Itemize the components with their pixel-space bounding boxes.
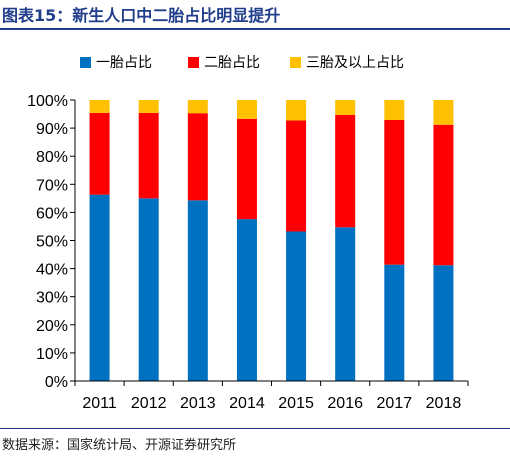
x-tick-label: 2016 — [327, 395, 363, 412]
y-tick-label: 60% — [36, 205, 68, 222]
bar-2017-series-2 — [384, 100, 405, 120]
source-note: 数据来源：国家统计局、开源证券研究所 — [2, 438, 237, 453]
bar-2018-series-0 — [433, 265, 454, 381]
bar-2017-series-1 — [384, 119, 405, 265]
bar-2018-series-1 — [433, 124, 454, 266]
legend-swatch-2 — [290, 57, 301, 68]
bar-2016-series-1 — [335, 114, 356, 228]
y-tick-label: 20% — [36, 318, 68, 335]
x-tick-label: 2017 — [377, 395, 413, 412]
source-rule — [0, 428, 510, 429]
y-axis: 0% 10% 20% 30% 40% 50% 60% 70% 80% 90% 100% — [27, 93, 76, 391]
bar-2011-series-2 — [89, 100, 110, 113]
bar-2012-series-0 — [138, 198, 159, 381]
y-tick-label: 30% — [36, 290, 68, 307]
y-tick-label: 70% — [36, 177, 68, 194]
x-tick-label: 2015 — [278, 395, 314, 412]
legend: 一胎占比 二胎占比 三胎及以上占比 — [80, 55, 404, 71]
bar-2018-series-2 — [433, 100, 454, 125]
x-tick-label: 2018 — [426, 395, 462, 412]
bar-2015-series-0 — [286, 231, 307, 381]
title-rule — [0, 28, 510, 30]
bar-2012-series-2 — [138, 100, 159, 113]
bars — [89, 100, 454, 381]
bar-2014-series-0 — [236, 219, 257, 381]
x-axis: 2011 2012 2013 2014 2015 2016 2017 2018 — [74, 380, 469, 412]
bar-2011-series-0 — [89, 194, 110, 381]
bar-2016-series-2 — [335, 100, 356, 115]
bar-2016-series-0 — [335, 227, 356, 381]
legend-swatch-0 — [80, 57, 91, 68]
bar-2014-series-2 — [236, 100, 257, 119]
legend-label-0: 一胎占比 — [96, 55, 152, 71]
bar-2013-series-1 — [187, 113, 208, 201]
legend-label-1: 二胎占比 — [204, 55, 260, 71]
bar-2011-series-1 — [89, 112, 110, 195]
x-tick-label: 2014 — [229, 395, 265, 412]
figure-title: 图表15：新生人口中二胎占比明显提升 — [2, 6, 281, 25]
x-tick-label: 2012 — [131, 395, 167, 412]
x-tick-label: 2011 — [82, 395, 117, 412]
y-tick-label: 90% — [36, 121, 68, 138]
bar-2015-series-1 — [286, 120, 307, 232]
bar-2012-series-1 — [138, 112, 159, 199]
y-tick-label: 50% — [36, 234, 68, 251]
bar-2013-series-2 — [187, 100, 208, 114]
legend-swatch-1 — [188, 57, 199, 68]
y-tick-label: 0% — [45, 374, 68, 391]
bar-2014-series-1 — [236, 118, 257, 220]
y-tick-label: 100% — [27, 93, 68, 110]
y-tick-label: 80% — [36, 149, 68, 166]
legend-label-2: 三胎及以上占比 — [306, 55, 404, 71]
bar-2013-series-0 — [187, 200, 208, 381]
bar-2015-series-2 — [286, 100, 307, 121]
x-tick-label: 2013 — [180, 395, 216, 412]
bar-2017-series-0 — [384, 264, 405, 381]
y-tick-label: 10% — [36, 346, 68, 363]
y-tick-label: 40% — [36, 262, 68, 279]
